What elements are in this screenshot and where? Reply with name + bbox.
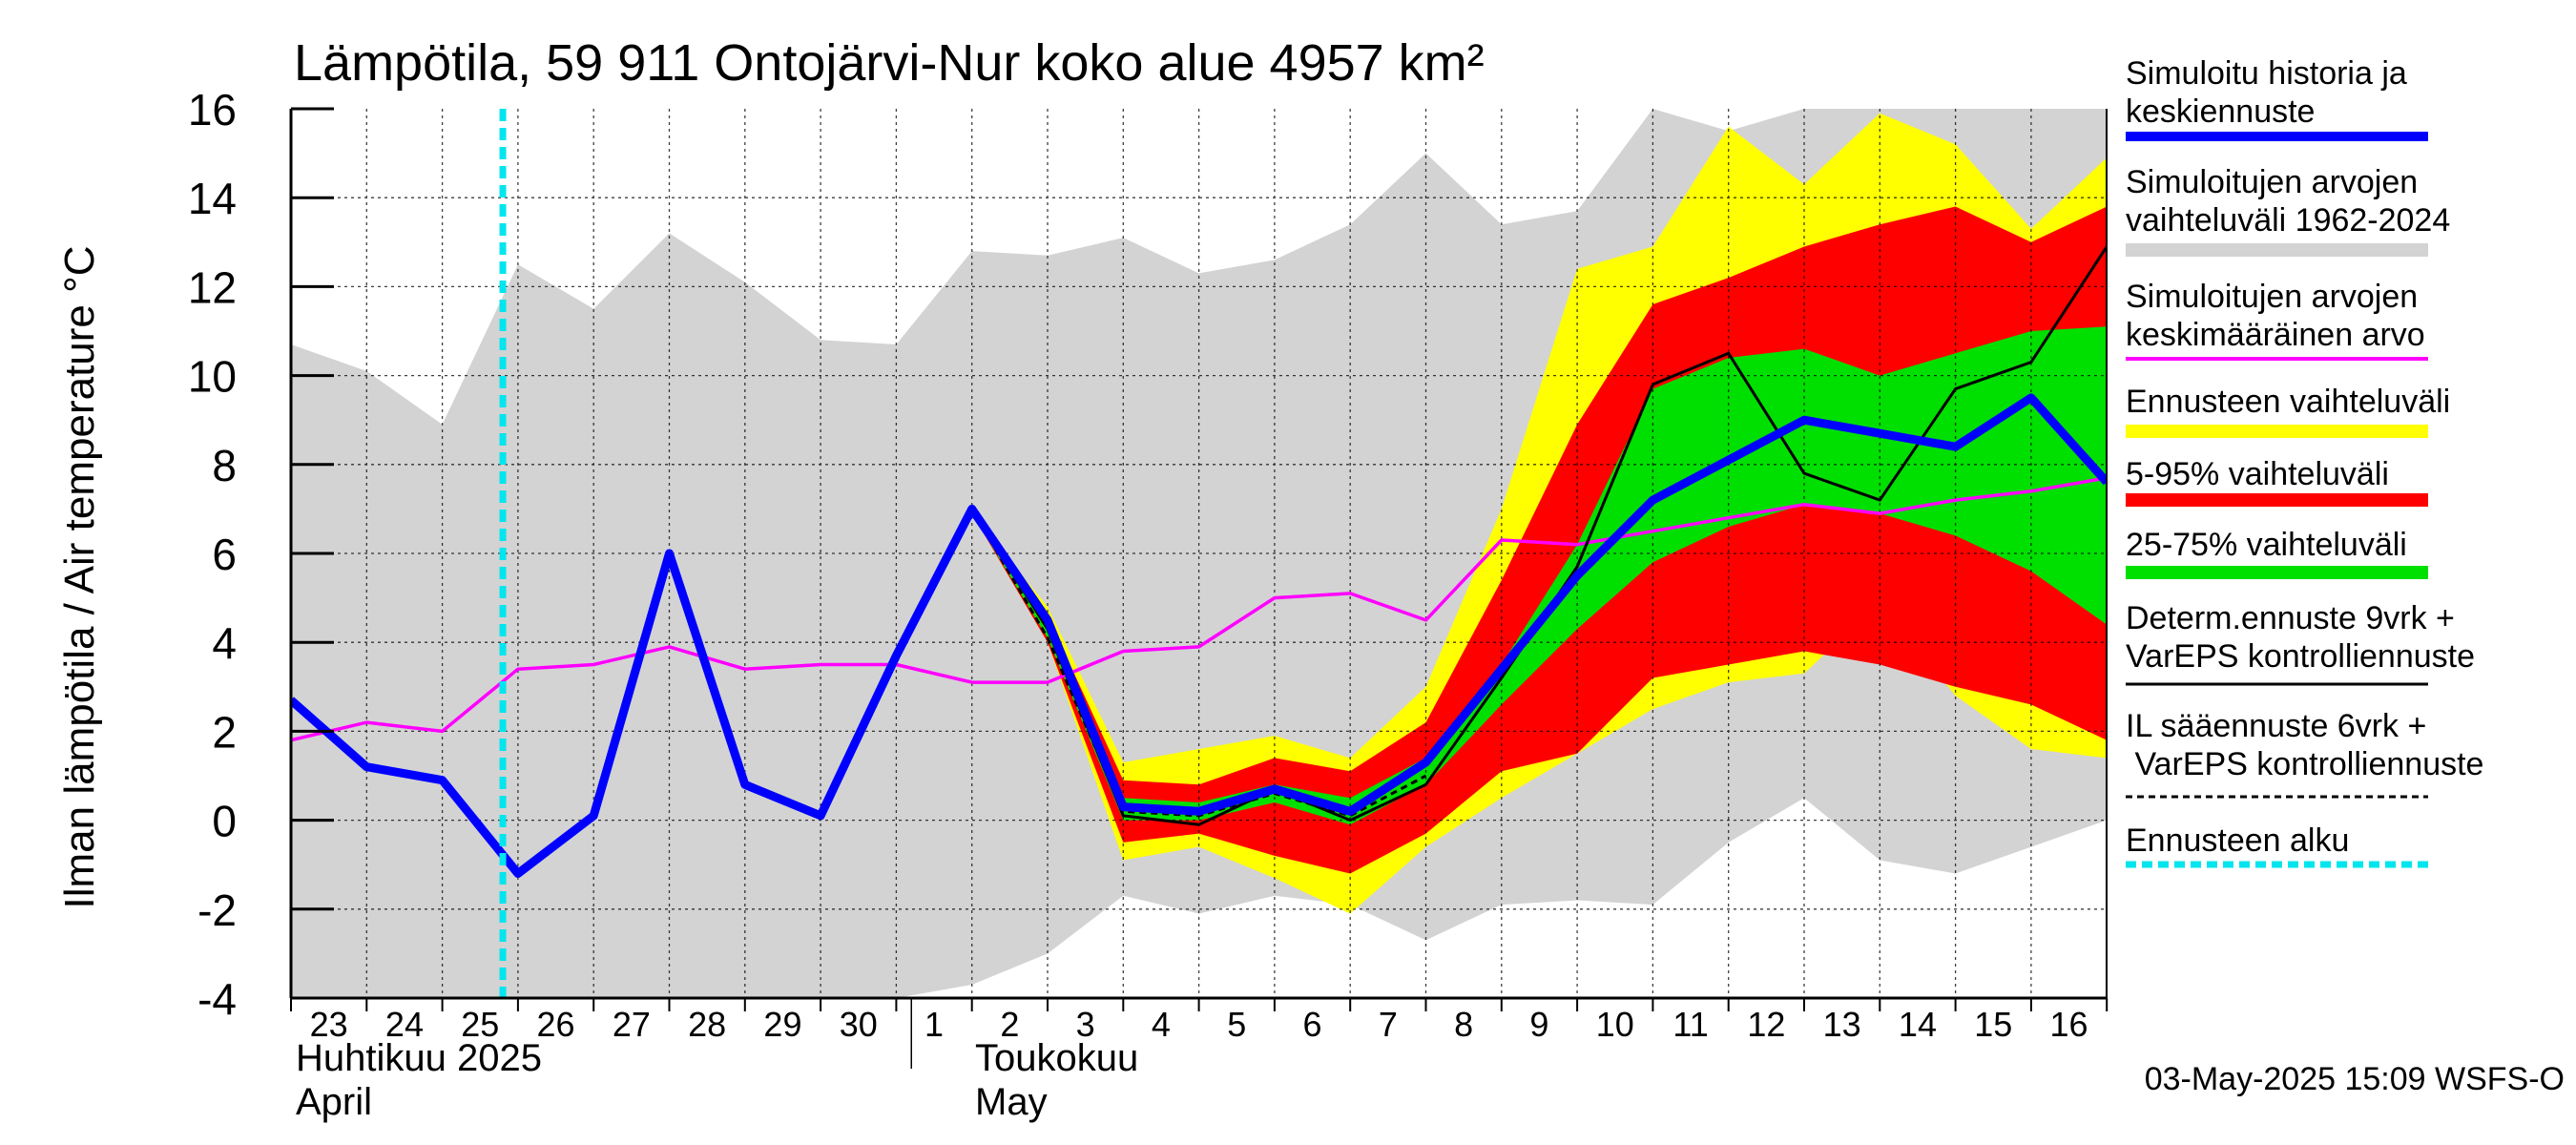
x-tick-label: 29 (763, 1005, 801, 1044)
legend-label-p25_75: 25-75% vaihteluväli (2126, 527, 2407, 563)
x-tick-label: 14 (1899, 1005, 1937, 1044)
legend-label-hist_range: Simuloitujen arvojen vaihteluväli 1962-20… (2126, 164, 2450, 239)
legend-label-il: IL sääennuste 6vrk + VarEPS kontrollienn… (2126, 708, 2483, 782)
timestamp-footer: 03-May-2025 15:09 WSFS-O (2145, 1061, 2565, 1097)
il-forecast-line (970, 508, 1427, 818)
y-tick-label: -2 (197, 885, 237, 935)
month-label-may-en: May (975, 1081, 1048, 1123)
legend-label-hist_mean: Simuloitujen arvojen keskimääräinen arvo (2126, 279, 2425, 353)
x-tick-label: 9 (1529, 1005, 1548, 1044)
x-tick-label: 30 (840, 1005, 878, 1044)
legend-label-start: Ennusteen alku (2126, 822, 2349, 859)
x-tick-label: 24 (385, 1005, 424, 1044)
historical-mean-line (291, 476, 2107, 742)
x-tick-label: 25 (461, 1005, 499, 1044)
x-tick-label: 2 (1000, 1005, 1019, 1044)
p25-75-band (971, 326, 2107, 825)
legend-label-ens_range: Ennusteen vaihteluväli (2126, 384, 2450, 420)
x-tick-label: 23 (310, 1005, 348, 1044)
x-tick-label: 26 (537, 1005, 575, 1044)
x-tick-label: 1 (924, 1005, 944, 1044)
chart-title: Lämpötila, 59 911 Ontojärvi-Nur koko alu… (294, 34, 1485, 92)
x-tick-label: 6 (1303, 1005, 1322, 1044)
x-tick-label: 4 (1152, 1005, 1171, 1044)
y-tick-label: 16 (188, 85, 237, 135)
y-tick-label: 12 (188, 262, 237, 312)
x-tick-label: 7 (1379, 1005, 1398, 1044)
plot-area (291, 109, 2107, 998)
x-tick-label: 16 (2050, 1005, 2088, 1044)
y-tick-label: 10 (188, 352, 237, 402)
x-tick-label: 13 (1823, 1005, 1861, 1044)
legend: Simuloitu historia ja keskiennuste Simuloi… (2126, 55, 2483, 868)
plot-content (291, 109, 2107, 998)
y-axis-label: Ilman lämpötila / Air temperature °C (56, 246, 103, 909)
y-tick-label: 8 (212, 441, 237, 490)
legend-label-median: Simuloitu historia ja keskiennuste (2126, 55, 2407, 130)
x-tick-label: 5 (1227, 1005, 1246, 1044)
x-tick-label: 8 (1454, 1005, 1473, 1044)
legend-label-p5_95: 5-95% vaihteluväli (2126, 456, 2389, 492)
x-tick-label: 11 (1672, 1005, 1708, 1044)
y-tick-label: 14 (188, 174, 237, 223)
x-tick-label: 10 (1596, 1005, 1634, 1044)
month-label-april-fi: Huhtikuu 2025 (296, 1037, 542, 1079)
x-tick-label: 3 (1076, 1005, 1095, 1044)
x-tick-label: 12 (1747, 1005, 1785, 1044)
y-tick-label: 4 (212, 618, 237, 668)
y-tick-label: 0 (212, 797, 237, 846)
x-tick-label: 28 (688, 1005, 726, 1044)
legend-label-determ: Determ.ennuste 9vrk + VarEPS kontrollienn… (2126, 600, 2475, 675)
grid (291, 109, 2107, 998)
y-tick-label: 6 (212, 530, 237, 579)
median-line (291, 393, 2107, 878)
x-tick-label: 27 (613, 1005, 651, 1044)
month-label-may-fi: Toukokuu (975, 1037, 1138, 1079)
y-tick-label: -4 (197, 974, 237, 1024)
month-label-april-en: April (296, 1081, 372, 1123)
x-tick-label: 15 (1974, 1005, 2012, 1044)
y-tick-label: 2 (212, 707, 237, 757)
